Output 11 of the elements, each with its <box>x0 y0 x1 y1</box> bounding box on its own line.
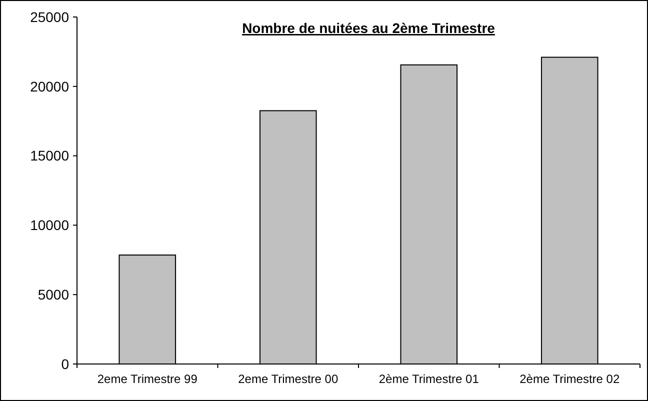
y-tick-label: 20000 <box>30 78 70 94</box>
y-tick-label: 15000 <box>30 148 70 164</box>
x-tick-label: 2eme Trimestre 99 <box>97 372 198 386</box>
y-tick-label: 0 <box>61 356 70 372</box>
x-tick-label: 2ème Trimestre 02 <box>520 372 620 386</box>
x-tick-label: 2ème Trimestre 01 <box>378 372 480 386</box>
y-tick-label: 25000 <box>30 8 70 25</box>
x-tick-label: 2eme Trimestre 00 <box>238 372 338 386</box>
chart-title: Nombre de nuitées au 2ème Trimestre <box>242 20 496 36</box>
y-tick-label: 10000 <box>30 217 70 234</box>
y-tick-label: 5000 <box>38 286 70 302</box>
